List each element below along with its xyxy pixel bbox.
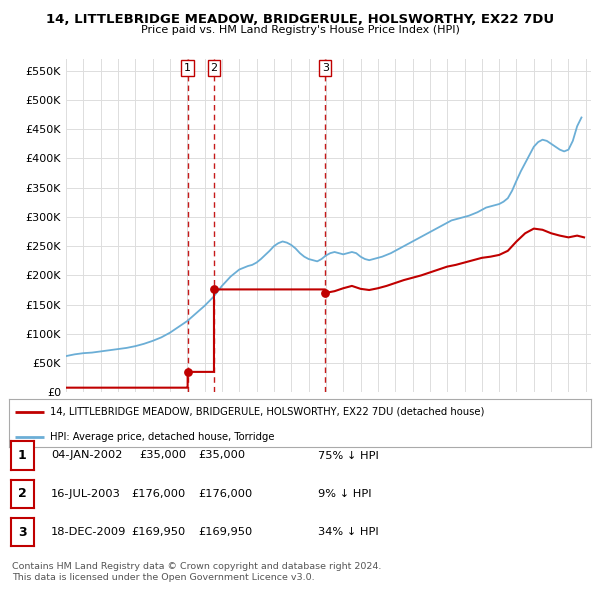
- Text: 2: 2: [211, 63, 218, 73]
- Text: £35,000: £35,000: [139, 451, 186, 460]
- Text: 3: 3: [322, 63, 329, 73]
- Text: Contains HM Land Registry data © Crown copyright and database right 2024.: Contains HM Land Registry data © Crown c…: [12, 562, 382, 571]
- Text: HPI: Average price, detached house, Torridge: HPI: Average price, detached house, Torr…: [50, 431, 274, 441]
- Text: £169,950: £169,950: [132, 527, 186, 537]
- Text: 2: 2: [18, 487, 26, 500]
- Point: [183, 367, 193, 376]
- Text: Price paid vs. HM Land Registry's House Price Index (HPI): Price paid vs. HM Land Registry's House …: [140, 25, 460, 35]
- Text: 3: 3: [18, 526, 26, 539]
- Text: 9% ↓ HPI: 9% ↓ HPI: [318, 489, 371, 499]
- Text: 04-JAN-2002: 04-JAN-2002: [51, 451, 122, 460]
- Text: £176,000: £176,000: [198, 489, 252, 499]
- Point: [320, 289, 330, 298]
- Text: This data is licensed under the Open Government Licence v3.0.: This data is licensed under the Open Gov…: [12, 573, 314, 582]
- Text: 75% ↓ HPI: 75% ↓ HPI: [318, 451, 379, 460]
- Text: 14, LITTLEBRIDGE MEADOW, BRIDGERULE, HOLSWORTHY, EX22 7DU: 14, LITTLEBRIDGE MEADOW, BRIDGERULE, HOL…: [46, 13, 554, 26]
- Point: [209, 285, 219, 294]
- Text: £176,000: £176,000: [132, 489, 186, 499]
- Text: 14, LITTLEBRIDGE MEADOW, BRIDGERULE, HOLSWORTHY, EX22 7DU (detached house): 14, LITTLEBRIDGE MEADOW, BRIDGERULE, HOL…: [50, 407, 484, 417]
- Text: 18-DEC-2009: 18-DEC-2009: [51, 527, 127, 537]
- Text: £169,950: £169,950: [198, 527, 252, 537]
- Text: 16-JUL-2003: 16-JUL-2003: [51, 489, 121, 499]
- Text: 1: 1: [184, 63, 191, 73]
- Text: £35,000: £35,000: [198, 451, 245, 460]
- Text: 34% ↓ HPI: 34% ↓ HPI: [318, 527, 379, 537]
- Text: 1: 1: [18, 449, 26, 462]
